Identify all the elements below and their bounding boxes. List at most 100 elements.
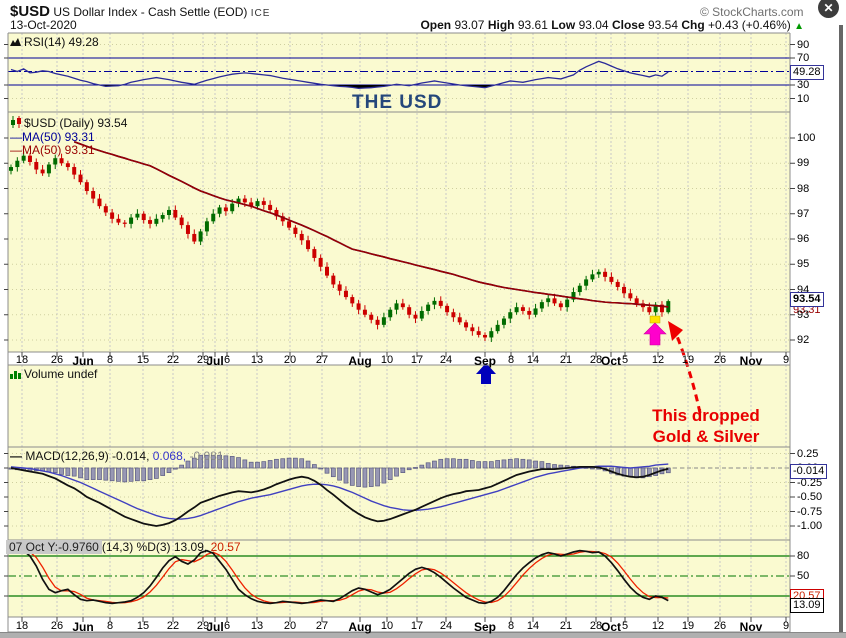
candle-body: [609, 276, 614, 282]
candle-body: [659, 304, 664, 313]
macd-hist-bar: [640, 467, 646, 479]
candle-body: [59, 158, 64, 164]
x-tick-label: 12: [651, 354, 665, 366]
x-axis-bottom: 18 26 Jun 8 15 22 29 Jul 6 13 20 27 Aug 10 17 24 Sep 8 14 2…: [0, 620, 846, 634]
x-tick-label: 12: [651, 620, 665, 632]
rsi-value-box: 49.28: [790, 65, 824, 80]
stoch-k-line: [10, 548, 669, 605]
y-axis-label: 10: [797, 92, 810, 105]
macd-value-box: -0.014: [790, 464, 828, 479]
y-axis-label: 90: [797, 38, 810, 51]
close-icon[interactable]: ✕: [818, 0, 839, 18]
macd-hist-bar: [628, 467, 633, 478]
candle-body: [343, 290, 348, 298]
x-tick-label: 19: [681, 354, 695, 366]
candle-body: [65, 163, 70, 168]
candle-body: [97, 198, 102, 207]
macd-hist-bar: [457, 458, 463, 469]
macd-hist-bar: [135, 467, 140, 482]
y-axis-label: 50: [797, 570, 810, 582]
candle-body: [53, 158, 58, 165]
candle-body: [223, 207, 228, 212]
candle-body: [280, 216, 285, 222]
candle-body: [204, 221, 209, 232]
price-legend: $USD (Daily) 93.54 —MA(50) 93.31 —MA(50)…: [10, 116, 127, 157]
candle-body: [84, 182, 89, 192]
candle-body: [546, 298, 551, 303]
x-tick-label: 26: [50, 354, 64, 366]
candle-body: [198, 231, 203, 242]
candle-body: [249, 202, 254, 207]
chart-header: $USD US Dollar Index - Cash Settle (EOD)…: [10, 3, 270, 20]
macd-hist-bar: [400, 467, 406, 473]
low-value: 93.04: [578, 18, 609, 32]
x-tick-label: 21: [559, 354, 573, 366]
macd-hist-bar: [646, 467, 652, 478]
macd-hist-bar: [293, 457, 298, 469]
y-axis-label: 100: [797, 132, 816, 144]
y-axis-label: 80: [797, 550, 810, 562]
x-tick-label: Oct: [600, 620, 621, 634]
candle-body: [236, 198, 241, 204]
candle-body: [274, 209, 279, 217]
macd-hist-bar: [539, 461, 545, 469]
x-tick-label: 26: [713, 620, 727, 632]
macd-hist-bar: [444, 458, 450, 469]
x-tick-label: 13: [250, 354, 264, 366]
candle-body: [350, 297, 355, 304]
candle-body: [533, 308, 538, 315]
low-label: Low: [551, 18, 576, 32]
macd-hist-bar: [349, 467, 355, 486]
macd-hist-bar: [425, 462, 431, 469]
right-scrollbar[interactable]: [839, 25, 843, 632]
candle-body: [15, 160, 20, 168]
y-axis-label: 92: [797, 334, 810, 346]
candle-body: [129, 217, 134, 224]
bottom-scrollbar[interactable]: [0, 632, 846, 638]
x-tick-label: 18: [15, 354, 29, 366]
x-tick-label: Aug: [348, 620, 372, 634]
candle-body: [584, 279, 589, 286]
macd-hist-bar: [217, 454, 222, 469]
macd-hist-bar: [501, 459, 507, 469]
candle-body: [337, 284, 342, 291]
macd-hist-bar: [507, 458, 513, 469]
candle-body: [268, 204, 273, 210]
macd-hist-bar: [381, 467, 387, 484]
volume-legend-label: Volume undef: [24, 367, 98, 381]
candle-body: [381, 317, 386, 325]
candle-body: [312, 249, 317, 258]
macd-hist-bar: [419, 464, 425, 469]
candle-body: [242, 198, 247, 203]
candle-body: [192, 233, 197, 242]
candle-body: [400, 303, 405, 308]
macd-hist-bar: [52, 467, 58, 473]
ohlc-readout: Open 93.07 High 93.61 Low 93.04 Close 93…: [420, 18, 804, 32]
x-tick-label: Nov: [739, 354, 763, 368]
candle-body: [520, 307, 525, 311]
macd-hist-bar: [210, 454, 216, 469]
macd-hist-value: -0.081: [189, 449, 224, 463]
x-tick-label: Oct: [600, 354, 621, 368]
macd-hist-bar: [172, 467, 178, 470]
x-tick-label: 17: [410, 354, 424, 366]
candle-body: [495, 324, 500, 332]
x-tick-label: 22: [166, 620, 180, 632]
magenta-up-arrow: [643, 322, 667, 346]
macd-hist-bar: [362, 467, 368, 488]
macd-line: [10, 465, 669, 527]
candle-body: [306, 240, 311, 250]
x-tick-label: 9: [782, 354, 790, 366]
x-tick-label: 8: [106, 620, 114, 632]
chart-title: US Dollar Index - Cash Settle (EOD): [50, 5, 251, 19]
macd-hist-bar: [463, 458, 469, 469]
macd-hist-bar: [318, 467, 324, 470]
chart-date: 13-Oct-2020: [10, 18, 77, 32]
price-legend-label: $USD (Daily) 93.54: [24, 116, 128, 130]
macd-hist-bar: [223, 455, 229, 469]
candle-body: [539, 302, 544, 309]
candle-body: [211, 213, 216, 222]
candle-body: [325, 266, 329, 276]
macd-hist-bar: [261, 461, 267, 469]
